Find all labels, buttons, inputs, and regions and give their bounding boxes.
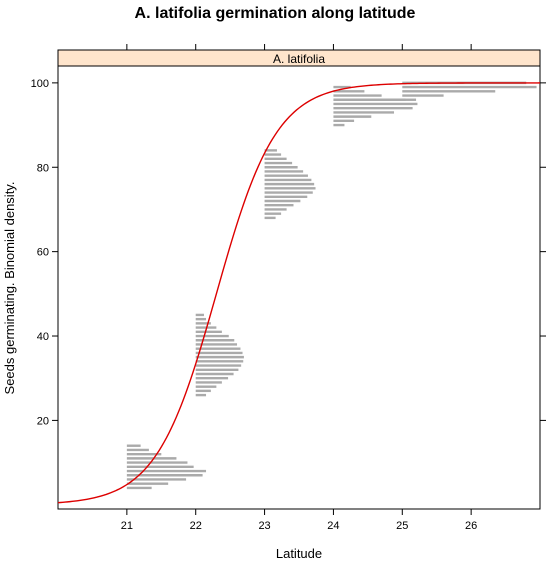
y-tick-label: 100 — [31, 78, 49, 90]
x-tick-label: 24 — [327, 520, 339, 532]
y-tick-label: 20 — [37, 415, 49, 427]
y-tick-label: 40 — [37, 331, 49, 343]
y-tick-label: 60 — [37, 247, 49, 259]
chart-title: A. latifolia germination along latitude — [135, 5, 416, 22]
fitted-curve-line — [57, 82, 541, 504]
y-axis-label: Seeds germinating. Binomial density. — [2, 182, 17, 395]
x-axis-label: Latitude — [276, 546, 322, 561]
panel: A. latifolia — [57, 49, 541, 510]
fitted-curve — [57, 82, 541, 504]
panel-strip — [57, 49, 541, 67]
panel-strip-label: A. latifolia — [273, 52, 325, 66]
density-group-21 — [126, 444, 207, 490]
density-group-22 — [195, 313, 244, 397]
density-group-25 — [402, 81, 537, 101]
x-tick-label: 22 — [190, 520, 202, 532]
y-tick-label: 80 — [37, 162, 49, 174]
density-bars — [126, 81, 537, 490]
x-tick-label: 26 — [465, 520, 477, 532]
x-tick-label: 23 — [258, 520, 270, 532]
x-tick-label: 25 — [396, 520, 408, 532]
panel-frame — [57, 65, 541, 510]
x-tick-label: 21 — [121, 520, 133, 532]
y-axis: 20 40 60 80 100 — [31, 78, 546, 427]
x-axis: 21 22 23 24 25 26 — [121, 44, 477, 532]
density-group-24 — [333, 85, 418, 127]
density-group-23 — [264, 149, 316, 220]
